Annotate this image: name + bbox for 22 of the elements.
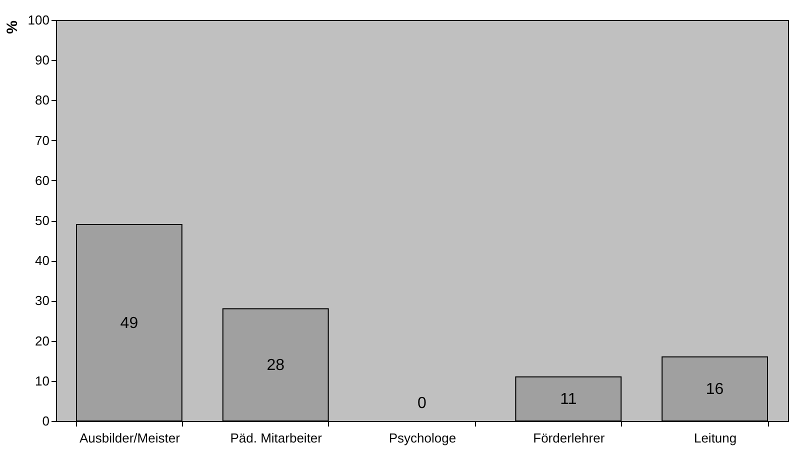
y-tick-label: 80 xyxy=(35,92,50,108)
y-tick-label: 50 xyxy=(35,213,50,228)
data-label: 49 xyxy=(120,314,138,332)
y-tick-label: 30 xyxy=(35,293,50,308)
x-tick-label: Psychologe xyxy=(388,430,456,446)
data-label: 0 xyxy=(418,394,427,412)
x-tick-label: Leitung xyxy=(694,430,737,446)
x-tick-label: Päd. Mitarbeiter xyxy=(230,430,323,446)
y-tick-label: 0 xyxy=(42,414,50,428)
y-tick-label: 90 xyxy=(35,52,50,68)
y-tick-label: 10 xyxy=(35,373,50,388)
y-tick-label: 70 xyxy=(35,132,50,148)
y-axis-title: % xyxy=(4,20,21,34)
x-tick-label: Ausbilder/Meister xyxy=(79,430,181,446)
y-tick-label: 100 xyxy=(28,12,50,28)
data-label: 16 xyxy=(706,380,724,398)
y-tick-label: 40 xyxy=(35,253,50,268)
data-label: 28 xyxy=(266,356,285,374)
x-tick-label: Förderlehrer xyxy=(533,430,606,446)
data-label: 11 xyxy=(560,390,577,408)
y-tick-label: 60 xyxy=(35,172,50,188)
y-tick-label: 20 xyxy=(35,333,50,348)
